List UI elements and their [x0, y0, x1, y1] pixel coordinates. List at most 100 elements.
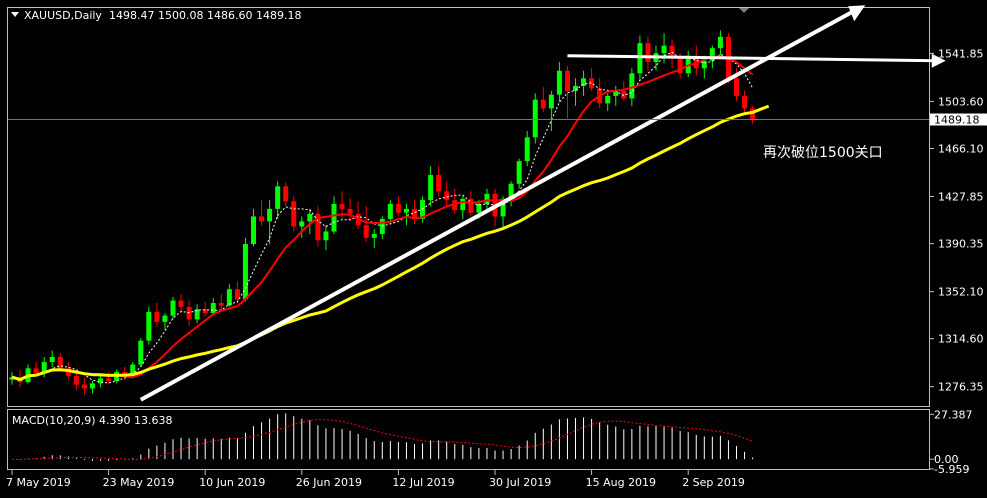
- rising-trend-line: [139, 7, 859, 402]
- candle-body: [613, 90, 619, 96]
- macd-tick-label: 0.00: [934, 453, 959, 466]
- candle-body: [412, 208, 417, 219]
- candle-body: [629, 73, 635, 99]
- candle-body: [540, 99, 546, 109]
- candle-body: [750, 108, 756, 120]
- candle-body: [259, 216, 265, 222]
- candle-body: [130, 364, 136, 376]
- macd-signal-line: [11, 418, 753, 461]
- price-tick-label: 1466.10: [938, 142, 984, 155]
- candle-body: [428, 174, 434, 201]
- candle-body: [65, 368, 71, 376]
- date-tick-label: 15 Aug 2019: [586, 476, 656, 489]
- candle-body: [347, 208, 353, 214]
- main-panel-frame: [7, 7, 930, 407]
- shift-marker-icon[interactable]: [739, 8, 749, 13]
- candle-body: [41, 362, 47, 374]
- candle-body: [444, 191, 450, 201]
- candle-body: [645, 43, 651, 62]
- candle-body: [202, 309, 208, 314]
- candle-body: [476, 203, 482, 213]
- candle-body: [194, 309, 200, 320]
- trend-lines: [139, 5, 946, 402]
- candle-body: [283, 186, 289, 202]
- symbol-header: XAUUSD,Daily: [24, 9, 102, 22]
- price-axis: 1541.85 1503.60 1466.10 1427.85 1390.35 1352.…: [929, 47, 984, 394]
- candle-body: [371, 233, 377, 238]
- price-tick-label: 1503.60: [938, 95, 984, 108]
- collapse-arrow-icon[interactable]: [11, 12, 19, 17]
- candle-body: [170, 300, 176, 316]
- price-tick-label: 1427.85: [938, 191, 984, 204]
- candle-body: [387, 203, 393, 219]
- candle-body: [146, 311, 152, 341]
- candle-body: [315, 213, 321, 241]
- date-tick-label: 30 Jul 2019: [489, 476, 551, 489]
- candle-body: [331, 203, 337, 232]
- date-tick-label: 23 May 2019: [103, 476, 175, 489]
- date-tick-label: 2 Sep 2019: [682, 476, 745, 489]
- candle-body: [98, 378, 104, 384]
- candle-body: [460, 198, 466, 211]
- candle-body: [548, 94, 554, 109]
- trend-arrow-head: [848, 5, 866, 22]
- candle-body: [436, 174, 442, 192]
- candle-body: [573, 85, 578, 91]
- ma-fast-line: [11, 55, 754, 381]
- resistance-line: [567, 54, 938, 63]
- candle-body: [73, 375, 79, 385]
- macd-panel-frame: [7, 409, 930, 470]
- candle-body: [734, 78, 739, 96]
- candle-body: [420, 200, 426, 219]
- candle-body: [57, 357, 63, 369]
- candle-body: [709, 48, 715, 61]
- candle-body: [677, 58, 683, 74]
- macd-label: MACD(10,20,9) 4.390 13.638: [12, 414, 173, 427]
- date-tick-label: 10 Jun 2019: [199, 476, 265, 489]
- candle-body: [556, 70, 562, 95]
- date-tick-label: 7 May 2019: [6, 476, 71, 489]
- macd-tick-label: -5.959: [934, 463, 969, 476]
- candle-body: [162, 315, 168, 322]
- date-axis: 7 May 2019 23 May 2019 10 Jun 2019 26 Jun 2…: [6, 470, 745, 489]
- current-price-label: 1489.18: [934, 114, 980, 127]
- price-tick-label: 1276.35: [938, 381, 984, 394]
- ma-slow-line: [11, 104, 770, 382]
- candle-body: [581, 78, 587, 86]
- date-tick-label: 12 Jul 2019: [392, 476, 454, 489]
- candle-body: [564, 70, 570, 91]
- candle-body: [210, 303, 216, 314]
- macd-histogram: 27.387 0.00-5.959: [11, 408, 973, 476]
- candle-body: [323, 231, 329, 241]
- candle-body: [742, 95, 748, 109]
- candle-body: [251, 216, 256, 245]
- candle-body: [605, 95, 611, 104]
- candle-body: [267, 208, 273, 222]
- candle-body: [621, 90, 627, 99]
- candle-body: [524, 137, 530, 162]
- candle-body: [218, 303, 224, 306]
- candle-body: [106, 378, 112, 381]
- candle-body: [291, 201, 297, 227]
- candle-body: [516, 161, 522, 184]
- candle-body: [532, 99, 538, 138]
- candle-body: [693, 55, 699, 69]
- price-tick-label: 1352.10: [938, 286, 984, 299]
- candle-body: [138, 340, 144, 365]
- price-tick-label: 1390.35: [938, 238, 984, 251]
- candle-body: [403, 208, 409, 213]
- resistance-arrow-head: [931, 53, 946, 68]
- candle-body: [275, 186, 281, 209]
- candle-body: [500, 198, 506, 217]
- candle-body: [508, 183, 514, 199]
- macd-tick-label: 27.387: [934, 408, 973, 421]
- candle-body: [49, 357, 55, 363]
- candle-body: [226, 289, 232, 306]
- candle-body: [178, 300, 184, 307]
- candle-body: [363, 225, 369, 238]
- candle-body: [701, 60, 707, 69]
- price-tick-label: 1541.85: [938, 47, 984, 60]
- candle-body: [81, 384, 87, 389]
- candle-body: [90, 383, 95, 389]
